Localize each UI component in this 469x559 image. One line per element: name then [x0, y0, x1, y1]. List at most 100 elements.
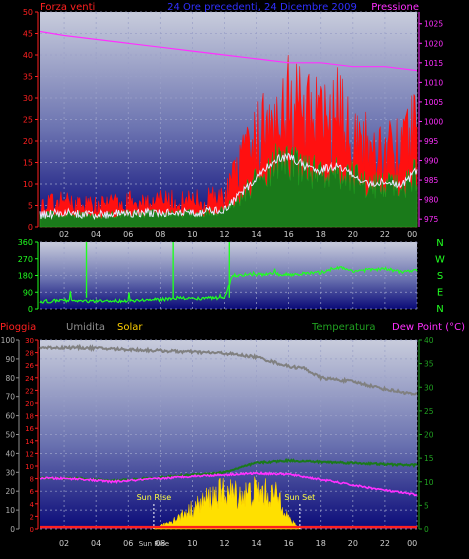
- humidity-tick-label: 70: [5, 393, 15, 402]
- pressure-series: [39, 30, 418, 72]
- rain-tick-label: 8: [30, 476, 34, 484]
- pressure-right-axis: 975 980 985 990 995 1000 1005 1010 1015 1020 1025: [418, 12, 443, 227]
- rain-tick-label: 22: [25, 387, 34, 395]
- pressure-tick-label: 1020: [424, 39, 443, 48]
- rain-tick-label: 12: [25, 450, 34, 458]
- direction-series: [39, 265, 418, 304]
- wind-tick-label: 15: [23, 159, 33, 168]
- compass-label: E: [437, 288, 443, 299]
- x-tick-label: 14: [251, 539, 261, 548]
- pressure-tick-label: 995: [424, 137, 439, 146]
- humidity-tick-label: 80: [5, 374, 15, 383]
- x-tick-label: 20: [348, 230, 358, 239]
- temp-tick-label: 15: [424, 454, 434, 463]
- x-tick-label: 16: [284, 230, 294, 239]
- x-tick-label: 06: [123, 539, 133, 548]
- pressure-tick-label: 1015: [424, 59, 443, 68]
- wind-title-center: 24 Ore precedenti, 24 Dicembre 2009: [167, 2, 357, 13]
- compass-label: S: [437, 271, 443, 282]
- rain-tick-label: 18: [25, 413, 34, 421]
- wind-series: [39, 30, 418, 228]
- direction-tick-label: 360: [18, 238, 33, 247]
- temp-tick-label: 20: [424, 431, 434, 440]
- sun-rise-label: Sun Rise: [137, 493, 172, 502]
- rain-x-axis: 02 04 06 08 10 12 14 16 18 20 22 00 Sun Rise: [59, 539, 417, 548]
- wind-tick-label: 10: [23, 180, 33, 189]
- x-tick-label: 18: [316, 230, 326, 239]
- x-tick-label: 14: [251, 230, 261, 239]
- wind-x-axis: 02 04 06 08 10 12 14 16 18 20 22 00: [59, 230, 417, 239]
- wind-tick-label: 35: [23, 73, 33, 82]
- direction-left-axis: 0 90 180 270 360: [18, 238, 39, 314]
- temp-tick-label: 35: [424, 360, 434, 369]
- humidity-tick-label: 90: [5, 355, 15, 364]
- rain-grid: [40, 339, 418, 530]
- humidity-series: [39, 343, 417, 396]
- wind-grid: [40, 11, 418, 228]
- x-tick-label: 08: [155, 230, 165, 239]
- humidity-tick-label: 40: [5, 449, 15, 458]
- temp-tick-label: 40: [424, 336, 434, 345]
- temp-label: Temperatura: [311, 322, 376, 333]
- humidity-tick-label: 30: [5, 468, 15, 477]
- wind-tick-label: 25: [23, 116, 33, 125]
- wind-tick-label: 30: [23, 94, 33, 103]
- solar-label: Solar: [117, 322, 143, 333]
- wind-mean-line: [39, 152, 418, 221]
- x-tick-label: 12: [219, 230, 229, 239]
- rain-tick-label: 20: [25, 400, 34, 408]
- temp-tick-label: 0: [424, 525, 429, 534]
- x-tick-label: 06: [123, 230, 133, 239]
- x-tick-label: 10: [187, 539, 197, 548]
- rain-tick-label: 2: [30, 513, 34, 521]
- temp-axis: 0 5 10 15 20 25 30 35 40: [418, 336, 434, 534]
- rain-tick-label: 24: [25, 375, 34, 383]
- x-tick-label: 04: [91, 230, 101, 239]
- x-tick-label: 10: [187, 230, 197, 239]
- x-tick-label: 00: [407, 230, 417, 239]
- x-sun-rise-label: Sun Rise: [139, 540, 169, 548]
- dew-label: Dew Point (°C): [392, 322, 465, 333]
- pressure-tick-label: 975: [424, 215, 439, 224]
- compass-label: W: [435, 255, 445, 266]
- humidity-tick-label: 50: [5, 431, 15, 440]
- rain-tick-label: 16: [25, 425, 34, 433]
- x-tick-label: 08: [155, 539, 165, 548]
- solar-series: [153, 476, 301, 530]
- pressure-tick-label: 980: [424, 196, 439, 205]
- pressure-tick-label: 1005: [424, 98, 443, 107]
- direction-series: [39, 242, 418, 304]
- x-tick-label: 02: [59, 539, 69, 548]
- rain-tick-label: 0: [30, 526, 34, 534]
- humidity-label: Umidita: [66, 322, 105, 333]
- rain-tick-label: 10: [25, 463, 34, 471]
- compass-label: N: [436, 238, 443, 249]
- direction-tick-label: 90: [23, 288, 33, 297]
- dewpoint-series: [39, 471, 418, 497]
- x-tick-label: 20: [348, 539, 358, 548]
- x-tick-label: 22: [380, 539, 390, 548]
- wind-tick-label: 40: [23, 51, 33, 60]
- wind-left-axis: 0 5 10 15 20 25 30 35 40 45 50: [23, 8, 39, 232]
- rain-tick-label: 30: [25, 337, 34, 345]
- pressure-tick-label: 1000: [424, 117, 443, 126]
- rain-tick-label: 14: [25, 438, 34, 446]
- humidity-tick-label: 20: [5, 487, 15, 496]
- wind-title-left: Forza venti: [40, 2, 95, 13]
- rain-series: Sun Rise Sun Set: [39, 343, 418, 530]
- rain-tick-label: 28: [25, 350, 34, 358]
- x-tick-label: 22: [380, 230, 390, 239]
- wind-tick-label: 0: [28, 223, 33, 232]
- temp-tick-label: 5: [424, 501, 429, 510]
- x-tick-label: 18: [316, 539, 326, 548]
- temp-tick-label: 30: [424, 383, 434, 392]
- pressure-tick-label: 1010: [424, 78, 443, 87]
- rain-tick-label: 6: [30, 488, 35, 496]
- compass-label: N: [436, 304, 443, 315]
- pressure-tick-label: 1025: [424, 20, 443, 29]
- direction-tick-label: 270: [18, 255, 33, 264]
